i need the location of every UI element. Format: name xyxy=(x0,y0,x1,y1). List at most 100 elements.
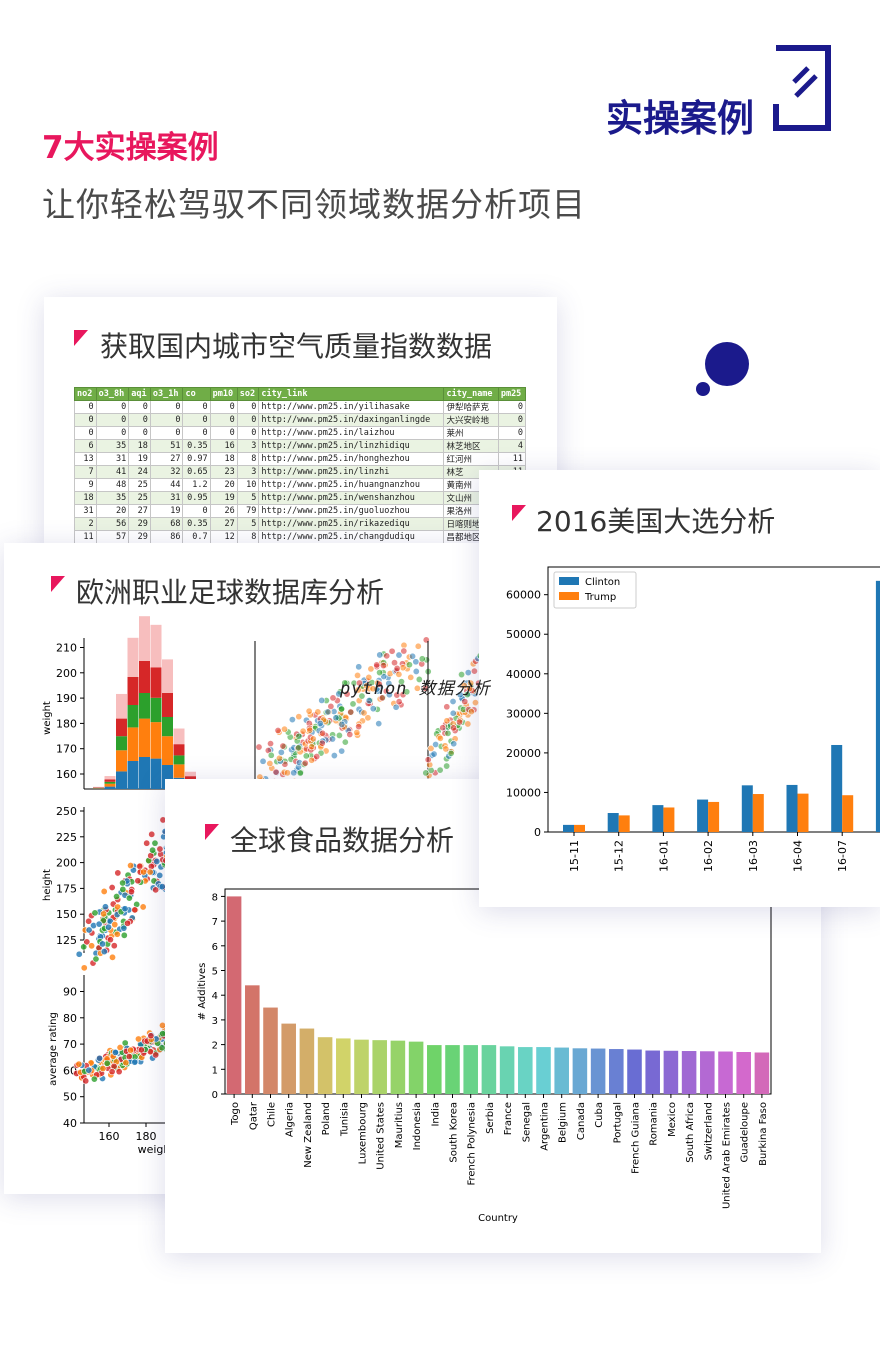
scatter-point xyxy=(395,698,403,706)
bar xyxy=(317,1037,333,1094)
bar-clinton xyxy=(607,813,619,832)
x-tick-label: Belgium xyxy=(558,1102,569,1143)
table-cell: 20 xyxy=(95,504,130,518)
y-axis-label: height xyxy=(42,869,53,901)
scatter-point xyxy=(100,910,108,918)
y-tick-label: 150 xyxy=(56,908,77,921)
hist-bar xyxy=(162,765,173,789)
scatter-point xyxy=(267,740,275,748)
bar xyxy=(663,1050,679,1094)
scatter-point xyxy=(418,655,426,663)
scatter-point xyxy=(80,943,88,951)
scatter-point xyxy=(443,762,451,770)
legend-label: Clinton xyxy=(585,577,620,588)
y-tick-label: 175 xyxy=(56,882,77,895)
scatter-point xyxy=(156,871,164,879)
bar xyxy=(463,1045,478,1094)
bar xyxy=(408,1041,424,1094)
scatter-point xyxy=(296,769,304,777)
decor-dots-icon xyxy=(696,342,749,396)
table-cell: 12 xyxy=(209,530,238,544)
chart-legend: Clinton Trump xyxy=(553,571,637,609)
bar-clinton xyxy=(875,580,880,832)
table-cell: 29 xyxy=(128,517,151,531)
scatter-point xyxy=(288,716,296,724)
scatter-point xyxy=(99,1065,107,1073)
bar xyxy=(572,1048,588,1094)
scatter-point xyxy=(388,647,396,655)
table-header-cell: no2 xyxy=(74,387,97,401)
y-tick-label: 0 xyxy=(212,1090,218,1101)
hist-bar xyxy=(127,637,139,677)
scatter-point xyxy=(353,729,361,737)
table-cell: 56 xyxy=(95,517,130,531)
table-row: 0 0 0 0 0 0 0 http://www.pm25.in/yilihasake 伊犁哈萨… xyxy=(74,400,527,414)
scatter-point xyxy=(295,713,303,721)
y-tick-label: 7 xyxy=(212,917,218,928)
scatter-point xyxy=(369,705,377,713)
table-cell: 16 xyxy=(209,439,238,453)
scatter-panel-height xyxy=(75,812,188,972)
scatter-point xyxy=(113,930,121,938)
hist-bar xyxy=(104,786,116,789)
y-tick-label: 80 xyxy=(63,1012,77,1025)
table-cell: http://www.pm25.in/guoluozhou xyxy=(258,504,445,518)
table-cell: http://www.pm25.in/huangnanzhou xyxy=(258,478,445,492)
scatter-point xyxy=(436,766,444,774)
scatter-point xyxy=(373,661,381,669)
table-cell: 0 xyxy=(182,400,211,414)
y-tick-label: 4 xyxy=(212,991,218,1002)
scatter-point xyxy=(442,745,450,753)
scatter-panel-top xyxy=(255,636,432,794)
table-cell: 0 xyxy=(497,400,527,414)
scatter-point xyxy=(101,903,109,911)
bar xyxy=(536,1047,551,1094)
table-cell: 8 xyxy=(236,452,260,466)
table-cell: 0 xyxy=(497,413,527,427)
table-header-cell: aqi xyxy=(128,387,151,401)
scatter-point xyxy=(290,769,298,777)
hist-bar xyxy=(150,758,162,789)
y-tick-label: 6 xyxy=(212,942,218,953)
hist-bar xyxy=(185,776,196,780)
scatter-point xyxy=(259,757,267,765)
scatter-point xyxy=(422,684,430,692)
hist-bar xyxy=(185,771,196,777)
scatter-point xyxy=(376,669,384,677)
table-cell: 0.7 xyxy=(182,530,211,544)
scatter-point xyxy=(96,1054,104,1062)
scatter-point xyxy=(82,1077,90,1085)
hist-bar xyxy=(173,755,185,765)
hist-bar xyxy=(139,661,150,693)
bar xyxy=(700,1051,715,1094)
bar xyxy=(245,985,260,1094)
x-tick-label: 16-04 xyxy=(792,840,805,872)
table-cell: 18 xyxy=(128,439,151,453)
scatter-point xyxy=(444,729,452,737)
scatter-point xyxy=(134,1035,142,1043)
table-cell: 0 xyxy=(236,400,260,414)
table-cell: 0 xyxy=(209,400,238,414)
scatter-point xyxy=(313,753,321,761)
scatter-point xyxy=(146,868,154,876)
scatter-point xyxy=(354,686,362,694)
bar xyxy=(299,1028,315,1094)
scatter-point xyxy=(153,857,161,865)
table-cell: 0 xyxy=(149,400,184,414)
x-tick-label: Poland xyxy=(321,1102,332,1135)
scatter-point xyxy=(152,1051,160,1059)
table-cell: 44 xyxy=(149,478,184,492)
bar xyxy=(390,1040,406,1094)
election-chart: 0 10000 20000 30000 40000 50000 60000 15-11 15-1… xyxy=(506,566,880,872)
table-cell: 11 xyxy=(74,530,97,544)
table-cell: http://www.pm25.in/laizhou xyxy=(258,426,445,440)
section-tagline: 让你轻松驾驭不同领域数据分析项目 xyxy=(42,185,586,224)
bar xyxy=(281,1023,296,1094)
y-tick-label: 60000 xyxy=(506,589,541,602)
scatter-point xyxy=(314,708,322,716)
table-cell: 7 xyxy=(74,465,97,479)
scatter-point xyxy=(392,703,400,711)
scatter-point xyxy=(267,751,275,759)
scatter-point xyxy=(414,642,422,650)
bar-clinton xyxy=(786,784,798,832)
